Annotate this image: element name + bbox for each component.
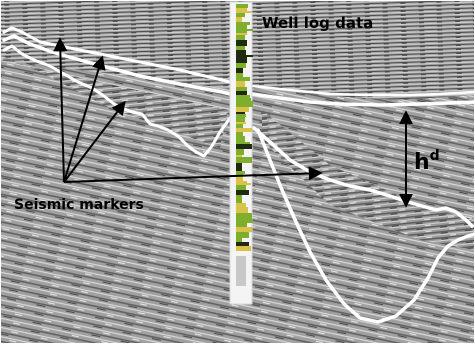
well-log-segment [236, 155, 242, 157]
well-log-segment [236, 95, 250, 98]
thickness-label: hd [414, 148, 440, 175]
well-log-segment [236, 8, 247, 11]
well-log-segment [236, 167, 242, 171]
well-log-segment [236, 87, 247, 91]
well-log-segment [236, 256, 246, 286]
well-log-segment [236, 144, 252, 149]
well-log-segment [236, 33, 247, 35]
well-log-segment [236, 207, 248, 213]
well-log-segment [236, 57, 247, 63]
well-log-segment [236, 223, 247, 227]
well-log-segment [236, 198, 242, 200]
well-log-segment [236, 195, 242, 198]
thickness-symbol: h [414, 150, 430, 175]
well-log-segment [236, 13, 245, 17]
well-log-segment [236, 219, 253, 223]
well-log-segment [236, 117, 245, 122]
well-log-segment [236, 73, 243, 77]
well-log-segment [236, 91, 247, 95]
well-log-segment [236, 128, 252, 132]
well-log-segment [236, 4, 248, 8]
well-log-segment [236, 114, 246, 117]
horizon-top-left [2, 26, 232, 84]
well-log-segment [236, 203, 246, 207]
well-log-curve [236, 4, 253, 286]
arrow-group [53, 37, 413, 208]
thickness-superscript: d [430, 148, 440, 164]
well-log-segment [236, 107, 249, 112]
well-log-segment [236, 17, 242, 22]
well-log-segment [236, 227, 252, 232]
well-log-segment [236, 81, 245, 87]
well-log-segment [236, 50, 246, 55]
well-log-segment [236, 232, 249, 238]
horizon-second-right [250, 92, 475, 107]
well-log-segment [236, 176, 243, 181]
well-log-segment [236, 25, 247, 29]
horizon-group [2, 26, 475, 324]
seismic-right-wedge [262, 110, 475, 250]
well-log-segment [236, 171, 245, 174]
marker-arrow-diagonal [63, 100, 126, 183]
well-log-segment [236, 181, 247, 183]
well-log-segment [236, 183, 251, 185]
well-log-segment [236, 29, 253, 31]
well-log-segment [236, 98, 251, 101]
marker-arrow-horizontal [63, 166, 323, 183]
seismic-markers-label: Seismic markers [14, 197, 144, 213]
well-log-label: Well log data [262, 14, 373, 32]
well-log-segment [236, 163, 242, 167]
well-log-segment [236, 68, 243, 73]
well-log-segment [236, 157, 252, 163]
well-log-segment [236, 215, 252, 219]
well-log-segment [236, 238, 242, 242]
horizon-irregular-left [2, 44, 232, 158]
well-log-segment [236, 63, 246, 68]
well-log-segment [236, 112, 245, 114]
marker-arrow-vertical [53, 37, 68, 183]
marker-arrow-steep [63, 55, 106, 183]
horizon-second-left [2, 34, 232, 96]
horizon-middle-right [252, 126, 474, 228]
horizon-top-right [250, 84, 475, 97]
well-log-segment [236, 40, 247, 46]
well-log-segment [236, 200, 242, 203]
well-log-segment [236, 132, 243, 136]
well-log-segment [236, 246, 251, 251]
well-log-segment [236, 77, 250, 81]
horizon-bowl-right [256, 128, 475, 324]
well-log-segment [236, 190, 249, 195]
well-log-segment [236, 22, 250, 25]
well-log-segment [236, 31, 247, 33]
well-log-segment [236, 35, 245, 40]
well-log-segment [236, 124, 243, 128]
well-log-segment [236, 213, 252, 215]
well-log-track [229, 1, 253, 305]
well-log-segment [236, 185, 246, 190]
well-log-segment [236, 101, 253, 107]
well-log-segment [236, 11, 252, 13]
well-log-segment [236, 142, 250, 144]
well-log-segment [236, 55, 253, 57]
well-log-segment [236, 136, 245, 142]
well-log-segment [236, 149, 244, 155]
well-log-segment [236, 46, 245, 50]
well-log-segment [236, 122, 246, 124]
well-log-segment [236, 242, 249, 246]
